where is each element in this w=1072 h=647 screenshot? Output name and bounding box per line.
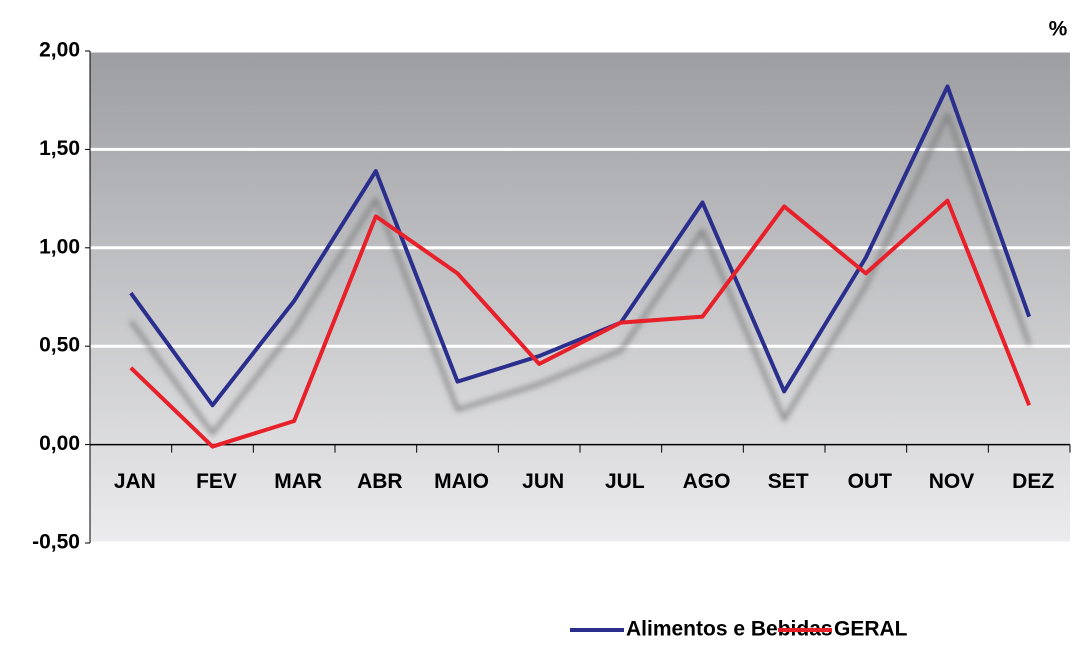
series-line bbox=[129, 198, 1032, 449]
plot-area bbox=[90, 51, 1070, 543]
y-tick-label: 0,00 bbox=[39, 432, 80, 455]
x-tick-label: JUN bbox=[522, 470, 564, 493]
x-tick-label: JUL bbox=[605, 470, 645, 493]
x-tick-label: OUT bbox=[848, 470, 893, 493]
legend-label: GERAL bbox=[834, 618, 908, 641]
x-tick-label: SET bbox=[768, 470, 809, 493]
x-tick-label: JAN bbox=[114, 470, 156, 493]
series-line bbox=[129, 84, 1032, 408]
x-tick-label: ABR bbox=[357, 470, 403, 493]
y-tick-label: 1,50 bbox=[39, 137, 80, 160]
legend-label: Alimentos e Bebidas bbox=[626, 618, 833, 641]
x-tick-label: FEV bbox=[196, 470, 237, 493]
x-tick-label: MAR bbox=[274, 470, 322, 493]
x-tick-label: MAIO bbox=[434, 470, 489, 493]
y-tick-label: 0,50 bbox=[39, 334, 80, 357]
y-tick-label: 2,00 bbox=[39, 39, 80, 62]
y-unit: % bbox=[1049, 18, 1068, 41]
y-tick-label: 1,00 bbox=[39, 235, 80, 258]
x-tick-label: NOV bbox=[929, 470, 975, 493]
y-tick-label: -0,50 bbox=[32, 531, 80, 554]
x-tick-label: DEZ bbox=[1012, 470, 1054, 493]
x-tick-label: AGO bbox=[683, 470, 731, 493]
